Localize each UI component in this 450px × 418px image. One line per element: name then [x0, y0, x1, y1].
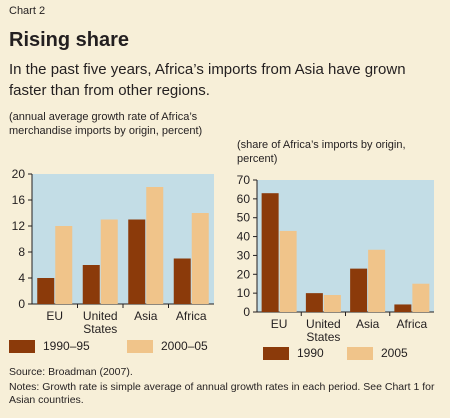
- legend-label: 1990: [297, 346, 324, 360]
- left-bar-2-1: [146, 187, 164, 304]
- left-category-label-0-0: EU: [46, 309, 63, 323]
- right-legend-item-1: 1990: [263, 346, 324, 360]
- right-ytick-label-6: 60: [237, 192, 251, 206]
- left-category-label-2-0: Asia: [134, 309, 158, 323]
- left-legend-item-2: 2000–05: [127, 339, 208, 353]
- legend-label: 2000–05: [161, 339, 208, 353]
- right-bar-0-0: [261, 193, 279, 312]
- left-legend-item-1: 1990–95: [9, 339, 90, 353]
- right-bar-3-1: [412, 283, 430, 312]
- right-chart-ylabel: (share of Africa’s imports by origin, pe…: [237, 139, 406, 165]
- left-ytick-label-3: 12: [12, 219, 26, 233]
- right-ytick-label-1: 10: [237, 286, 251, 300]
- legend-label: 1990–95: [43, 339, 90, 353]
- left-bar-3-1: [191, 213, 209, 304]
- left-bar-1-1: [100, 219, 118, 304]
- right-ytick-label-0: 0: [243, 305, 250, 319]
- left-bar-2-0: [128, 219, 146, 304]
- chart-title: Rising share: [9, 29, 130, 51]
- right-ytick-label-4: 40: [237, 230, 251, 244]
- source-note: Source: Broadman (2007).: [9, 366, 133, 378]
- right-bar-1-0: [305, 293, 323, 312]
- left-category-label-3-0: Africa: [176, 309, 207, 323]
- legend-swatch: [127, 339, 153, 353]
- left-ytick-label-4: 16: [12, 193, 26, 207]
- right-legend-item-2: 2005: [347, 346, 408, 360]
- left-category-label-1-0: United: [83, 309, 118, 323]
- right-category-label-2-0: Asia: [356, 317, 380, 331]
- left-ytick-label-2: 8: [18, 245, 25, 259]
- chart-subtitle: In the past five years, Africa’s imports…: [9, 61, 406, 99]
- left-chart-ylabel: (annual average growth rate of Africa’s …: [9, 111, 203, 137]
- chart-number: Chart 2: [9, 5, 46, 17]
- left-bar-0-0: [37, 278, 55, 304]
- right-bar-0-1: [279, 230, 297, 312]
- right-bar-2-1: [368, 249, 386, 312]
- left-bar-0-1: [55, 226, 73, 304]
- left-ytick-label-1: 4: [18, 271, 25, 285]
- right-ytick-label-2: 20: [237, 267, 251, 281]
- right-ytick-label-7: 70: [237, 173, 251, 187]
- right-ytick-label-5: 50: [237, 211, 251, 225]
- right-bar-3-0: [394, 304, 412, 312]
- right-category-label-1-0: United: [306, 317, 341, 331]
- right-ytick-label-3: 30: [237, 248, 251, 262]
- right-category-label-1-1: States: [306, 330, 340, 344]
- left-bar-3-0: [173, 258, 191, 304]
- right-category-label-3-0: Africa: [397, 317, 428, 331]
- left-bar-1-0: [82, 265, 100, 304]
- right-bar-1-1: [323, 295, 341, 312]
- right-category-label-0-0: EU: [271, 317, 288, 331]
- left-ytick-label-0: 0: [18, 297, 25, 311]
- legend-label: 2005: [381, 346, 408, 360]
- legend-swatch: [347, 346, 373, 360]
- legend-swatch: [9, 339, 35, 353]
- left-category-label-1-1: States: [83, 322, 117, 336]
- notes-text: Notes: Growth rate is simple average of …: [9, 381, 435, 406]
- left-ytick-label-5: 20: [12, 167, 26, 181]
- right-bar-2-0: [350, 268, 368, 312]
- legend-swatch: [263, 346, 289, 360]
